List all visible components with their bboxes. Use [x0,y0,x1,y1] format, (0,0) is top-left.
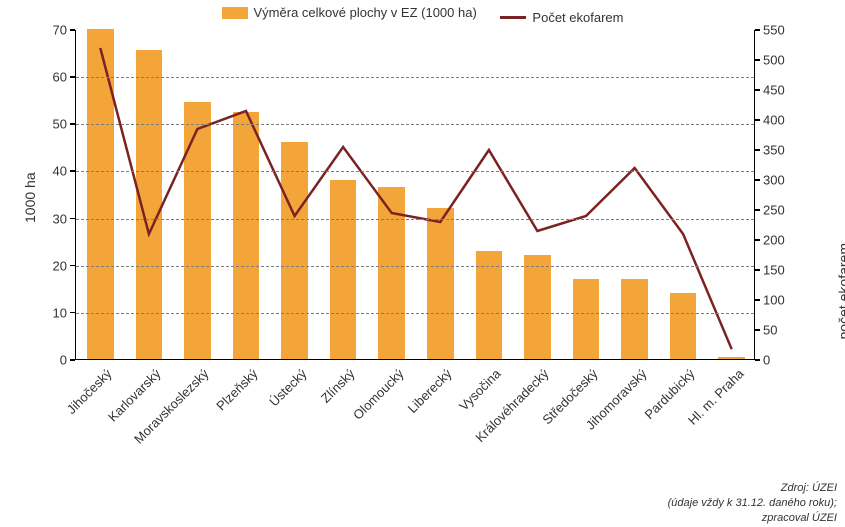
y-right-tick-label: 550 [763,24,785,37]
y-right-tick-label: 100 [763,294,785,307]
y-left-tick-mark [70,265,75,267]
legend-item-line: Počet ekofarem [500,10,623,25]
y-left-tick-mark [70,312,75,314]
gridline [76,266,754,267]
y-right-tick-mark [755,359,760,361]
y-left-tick-label: 60 [53,71,67,84]
gridline [76,124,754,125]
y-right-tick-label: 150 [763,264,785,277]
source-line-2: (údaje vždy k 31.12. daného roku); [668,496,837,511]
y-right-tick-mark [755,59,760,61]
y-right-tick-mark [755,179,760,181]
bar [476,251,503,359]
y-left-tick-mark [70,76,75,78]
y-right-tick-label: 200 [763,234,785,247]
bar [573,279,600,359]
bar [621,279,648,359]
bar [281,142,308,359]
bar [524,255,551,359]
bar [330,180,357,359]
y-left-tick-mark [70,29,75,31]
y-left-tick-label: 20 [53,259,67,272]
y-right-tick-label: 50 [763,324,777,337]
y-left-tick-mark [70,359,75,361]
legend-bar-swatch [222,7,248,19]
legend-item-bar: Výměra celkové plochy v EZ (1000 ha) [222,5,477,20]
y-left-tick-label: 30 [53,212,67,225]
bar [87,29,114,359]
y-right-tick-label: 350 [763,144,785,157]
legend-bar-label: Výměra celkové plochy v EZ (1000 ha) [254,5,477,20]
y-right-tick-mark [755,239,760,241]
bars-group [76,30,754,359]
source-note: Zdroj: ÚZEI (údaje vždy k 31.12. daného … [668,481,837,526]
x-axis-labels: JihočeskýKarlovarskýMoravskoslezskýPlzeň… [75,362,755,482]
source-line-1: Zdroj: ÚZEI [668,481,837,496]
y-right-tick-label: 0 [763,354,770,367]
y-axis-left-label: 1000 ha [22,172,38,223]
gridline [76,313,754,314]
y-right-tick-mark [755,89,760,91]
bar [427,208,454,359]
y-right-tick-mark [755,209,760,211]
legend: Výměra celkové plochy v EZ (1000 ha) Poč… [0,5,845,25]
y-right-tick-label: 250 [763,204,785,217]
bar [378,187,405,359]
bar [718,357,745,359]
bar [233,112,260,360]
y-left-tick-label: 10 [53,306,67,319]
y-right-tick-mark [755,269,760,271]
y-right-tick-mark [755,299,760,301]
legend-line-label: Počet ekofarem [532,10,623,25]
gridline [76,77,754,78]
legend-line-swatch [500,16,526,19]
gridline [76,171,754,172]
y-right-tick-label: 400 [763,114,785,127]
y-left-tick-mark [70,170,75,172]
y-left-tick-label: 70 [53,24,67,37]
y-right-tick-mark [755,149,760,151]
y-left-tick-mark [70,218,75,220]
y-right-tick-label: 300 [763,174,785,187]
y-left-tick-label: 40 [53,165,67,178]
bar [670,293,697,359]
chart-container: Výměra celkové plochy v EZ (1000 ha) Poč… [0,0,845,527]
y-right-tick-label: 500 [763,54,785,67]
gridline [76,219,754,220]
y-left-tick-label: 50 [53,118,67,131]
source-line-3: zpracoval ÚZEI [668,511,837,526]
y-right-tick-mark [755,119,760,121]
y-axis-right-label: počet ekofarem [835,243,845,340]
y-left-tick-label: 0 [60,354,67,367]
bar [184,102,211,359]
y-right-tick-mark [755,329,760,331]
y-right-tick-mark [755,29,760,31]
plot-area [75,30,755,360]
y-left-tick-mark [70,123,75,125]
y-right-tick-label: 450 [763,84,785,97]
